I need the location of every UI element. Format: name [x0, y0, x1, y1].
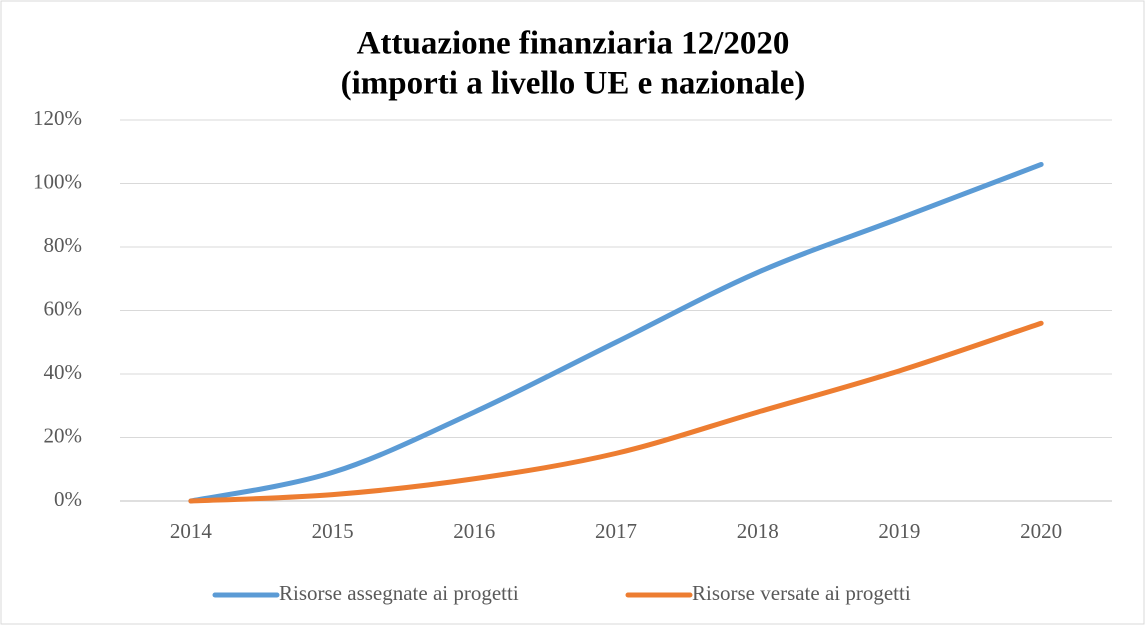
y-tick-label: 60%: [44, 296, 83, 320]
y-tick-label: 100%: [33, 169, 82, 193]
x-tick-label: 2017: [595, 519, 637, 543]
chart-title: Attuazione finanziaria 12/2020: [357, 26, 790, 62]
y-tick-label: 80%: [44, 233, 83, 257]
y-tick-label: 0%: [54, 487, 82, 511]
legend-label: Risorse versate ai progetti: [692, 581, 911, 605]
x-tick-label: 2014: [170, 519, 213, 543]
x-tick-label: 2015: [312, 519, 354, 543]
legend-label: Risorse assegnate ai progetti: [279, 581, 519, 605]
line: [188, 320, 1044, 504]
y-tick-label: 40%: [44, 360, 83, 384]
x-tick-label: 2018: [737, 519, 779, 543]
x-tick-label: 2019: [878, 519, 920, 543]
line: [188, 161, 1044, 504]
y-tick-label: 20%: [44, 423, 83, 447]
chart-title: (importi a livello UE e nazionale): [341, 66, 806, 102]
x-tick-label: 2020: [1020, 519, 1062, 543]
y-tick-label: 120%: [33, 106, 82, 130]
x-tick-label: 2016: [453, 519, 495, 543]
